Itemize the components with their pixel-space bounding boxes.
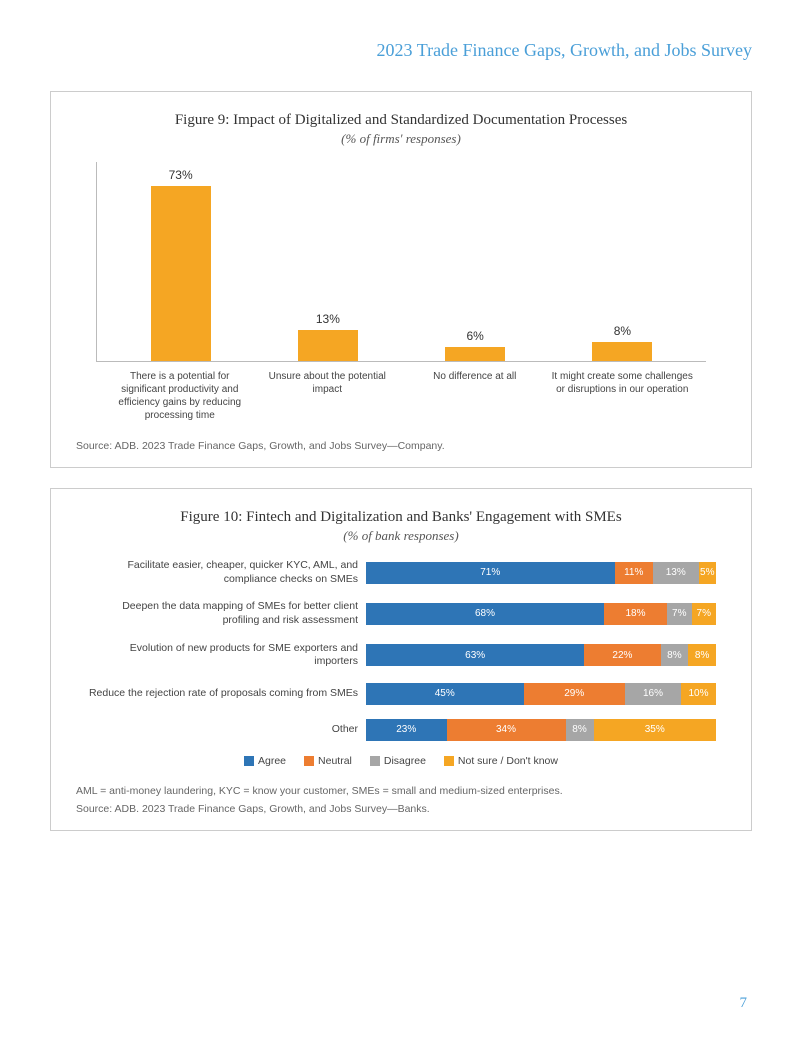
- legend-swatch-3: [444, 756, 454, 766]
- hbar-seg-0-1: 11%: [615, 562, 654, 584]
- bar-rect-0: [151, 186, 211, 361]
- legend-swatch-1: [304, 756, 314, 766]
- figure-9-x-labels: There is a potential for significant pro…: [96, 370, 706, 422]
- legend-item-1: Neutral: [304, 755, 352, 767]
- bar-col-1: 13%: [257, 312, 398, 361]
- figure-10-box: Figure 10: Fintech and Digitalization an…: [50, 488, 752, 831]
- legend-label-2: Disagree: [384, 755, 426, 767]
- bar-rect-1: [298, 330, 358, 361]
- hbar-seg-3-2: 16%: [625, 683, 681, 705]
- hbar-seg-2-0: 63%: [366, 644, 584, 666]
- page-header: 2023 Trade Finance Gaps, Growth, and Job…: [50, 40, 752, 61]
- hbar-label-1: Deepen the data mapping of SMEs for bett…: [86, 600, 366, 627]
- hbar-row-4: Other 23%34%8%35%: [86, 719, 716, 741]
- legend-item-3: Not sure / Don't know: [444, 755, 558, 767]
- figure-10-title: Figure 10: Fintech and Digitalization an…: [76, 509, 726, 526]
- hbar-stack-3: 45%29%16%10%: [366, 683, 716, 705]
- hbar-label-2: Evolution of new products for SME export…: [86, 642, 366, 669]
- hbar-seg-1-0: 68%: [366, 603, 604, 625]
- figure-9-title: Figure 9: Impact of Digitalized and Stan…: [76, 112, 726, 129]
- legend-label-0: Agree: [258, 755, 286, 767]
- bar-value-3: 8%: [614, 324, 631, 338]
- hbar-seg-4-2: 8%: [566, 719, 594, 741]
- hbar-seg-2-1: 22%: [584, 644, 660, 666]
- bar-value-1: 13%: [316, 312, 340, 326]
- hbar-stack-0: 71%11%13%5%: [366, 562, 716, 584]
- hbar-label-0: Facilitate easier, cheaper, quicker KYC,…: [86, 559, 366, 586]
- bar-col-2: 6%: [404, 329, 545, 361]
- figure-10-legend: Agree Neutral Disagree Not sure / Don't …: [76, 755, 726, 767]
- hbar-seg-1-1: 18%: [604, 603, 667, 625]
- legend-label-3: Not sure / Don't know: [458, 755, 558, 767]
- page-number: 7: [740, 995, 748, 1012]
- hbar-seg-1-3: 7%: [692, 603, 717, 625]
- figure-9-chart: 73% 13% 6% 8%: [96, 162, 706, 362]
- hbar-seg-4-3: 35%: [594, 719, 717, 741]
- figure-9-source: Source: ADB. 2023 Trade Finance Gaps, Gr…: [76, 440, 726, 452]
- hbar-seg-3-1: 29%: [524, 683, 626, 705]
- legend-swatch-2: [370, 756, 380, 766]
- hbar-row-3: Reduce the rejection rate of proposals c…: [86, 683, 716, 705]
- legend-label-1: Neutral: [318, 755, 352, 767]
- legend-item-2: Disagree: [370, 755, 426, 767]
- hbar-label-4: Other: [86, 723, 366, 737]
- hbar-stack-1: 68%18%7%7%: [366, 603, 716, 625]
- hbar-seg-0-0: 71%: [366, 562, 615, 584]
- hbar-row-2: Evolution of new products for SME export…: [86, 642, 716, 669]
- x-label-3: It might create some challenges or disru…: [551, 370, 693, 422]
- hbar-stack-4: 23%34%8%35%: [366, 719, 716, 741]
- x-label-2: No difference at all: [404, 370, 546, 422]
- hbar-seg-3-0: 45%: [366, 683, 524, 705]
- x-label-1: Unsure about the potential impact: [256, 370, 398, 422]
- hbar-seg-0-2: 13%: [653, 562, 699, 584]
- figure-10-subtitle: (% of bank responses): [76, 528, 726, 544]
- figure-10-chart: Facilitate easier, cheaper, quicker KYC,…: [86, 559, 716, 741]
- figure-10-definitions: AML = anti-money laundering, KYC = know …: [76, 785, 726, 797]
- bar-value-2: 6%: [466, 329, 483, 343]
- figure-10-source: Source: ADB. 2023 Trade Finance Gaps, Gr…: [76, 803, 726, 815]
- hbar-seg-2-3: 8%: [688, 644, 716, 666]
- hbar-stack-2: 63%22%8%8%: [366, 644, 716, 666]
- x-label-0: There is a potential for significant pro…: [109, 370, 251, 422]
- bar-rect-3: [592, 342, 652, 361]
- hbar-seg-2-2: 8%: [661, 644, 689, 666]
- hbar-seg-4-0: 23%: [366, 719, 447, 741]
- bar-col-0: 73%: [110, 168, 251, 361]
- hbar-row-0: Facilitate easier, cheaper, quicker KYC,…: [86, 559, 716, 586]
- hbar-label-3: Reduce the rejection rate of proposals c…: [86, 687, 366, 701]
- bar-value-0: 73%: [169, 168, 193, 182]
- figure-9-subtitle: (% of firms' responses): [76, 131, 726, 147]
- legend-swatch-0: [244, 756, 254, 766]
- legend-item-0: Agree: [244, 755, 286, 767]
- hbar-seg-1-2: 7%: [667, 603, 692, 625]
- hbar-seg-4-1: 34%: [447, 719, 566, 741]
- bar-col-3: 8%: [552, 324, 693, 361]
- bar-rect-2: [445, 347, 505, 361]
- figure-9-box: Figure 9: Impact of Digitalized and Stan…: [50, 91, 752, 468]
- hbar-seg-0-3: 5%: [699, 562, 717, 584]
- hbar-row-1: Deepen the data mapping of SMEs for bett…: [86, 600, 716, 627]
- hbar-seg-3-3: 10%: [681, 683, 716, 705]
